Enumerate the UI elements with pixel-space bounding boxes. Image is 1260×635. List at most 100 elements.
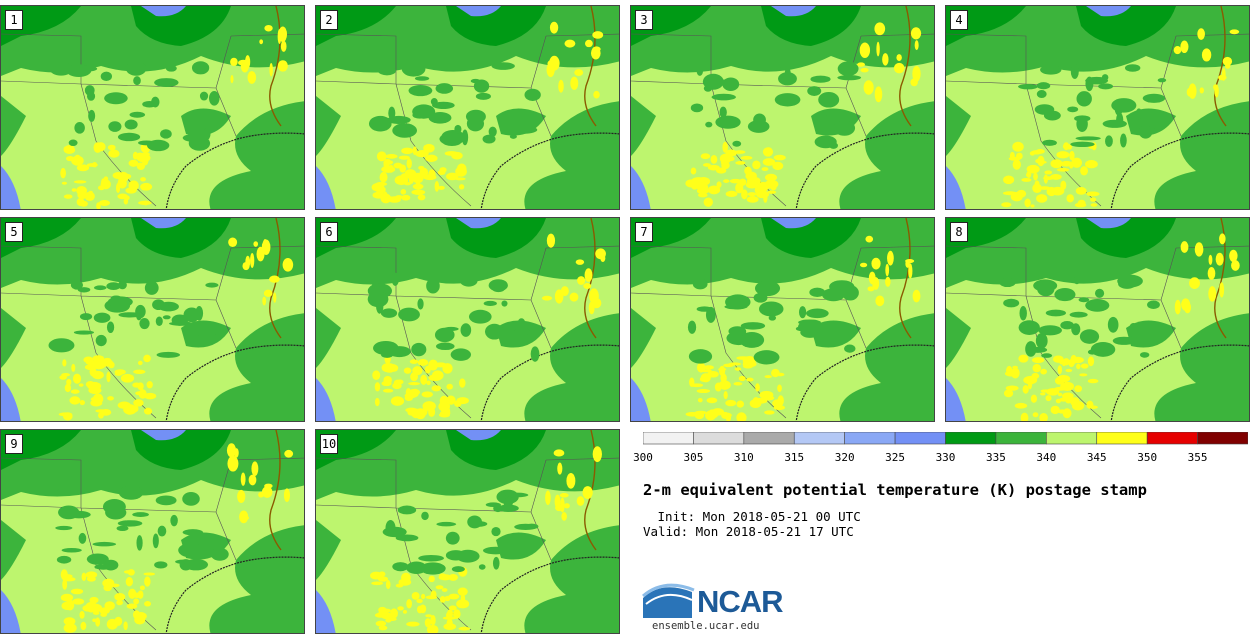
warm-patch — [710, 154, 718, 164]
warm-patch — [92, 355, 105, 362]
warm-patch — [770, 183, 777, 191]
warm-patch — [753, 397, 768, 404]
moist-patch — [799, 306, 807, 319]
warm-patch — [61, 181, 67, 185]
moist-patch — [1139, 352, 1150, 358]
cool-region — [631, 378, 651, 421]
state-border — [631, 245, 934, 419]
warm-patch — [101, 178, 106, 187]
moist-region — [209, 525, 304, 633]
ncar-swoosh-icon — [642, 583, 695, 618]
warm-patch — [1181, 298, 1191, 311]
moist-patch — [1107, 316, 1119, 333]
warm-patch — [1062, 408, 1072, 419]
member-number: 8 — [950, 222, 968, 242]
moist-patch — [102, 499, 126, 515]
warm-patch — [882, 53, 889, 66]
coastline — [480, 556, 619, 633]
warm-patch — [140, 177, 146, 182]
warm-patch — [89, 596, 99, 604]
warm-patch — [385, 154, 398, 159]
warm-patch — [283, 488, 291, 503]
moist-region — [631, 96, 656, 156]
moist-patch — [68, 139, 78, 147]
state-border — [1, 245, 304, 419]
warm-patch — [1021, 177, 1032, 182]
moist-patch — [1076, 91, 1092, 107]
moist-patch — [70, 280, 83, 290]
colorbar-segment — [844, 432, 896, 445]
moist-patch — [95, 334, 107, 347]
warm-patch — [589, 288, 599, 304]
warm-patch — [1087, 356, 1095, 367]
warm-patch — [896, 54, 902, 62]
state-border — [1, 33, 304, 207]
coastline — [165, 556, 304, 633]
warm-patch — [690, 383, 704, 388]
colorbar-segment — [894, 432, 946, 445]
moist-patch — [728, 326, 747, 337]
warm-patch — [72, 373, 82, 384]
warm-patch — [446, 172, 459, 181]
warm-patch — [417, 194, 426, 201]
warm-patch — [576, 496, 585, 506]
warm-patch — [557, 462, 563, 475]
moist-patch — [1073, 276, 1081, 285]
moist-patch — [48, 338, 75, 353]
warm-patch — [1208, 286, 1217, 302]
moist-patch — [1070, 141, 1095, 148]
member-map — [316, 218, 619, 421]
warm-patch — [736, 356, 750, 360]
moist-patch — [183, 307, 200, 323]
moist-patch — [49, 62, 73, 76]
warm-patch — [71, 363, 76, 372]
moist-patch — [434, 327, 455, 343]
warm-patch — [1061, 360, 1067, 367]
moist-patch — [135, 304, 146, 319]
moist-patch — [754, 280, 781, 297]
member-panel-2: 2 — [315, 5, 620, 210]
moist-region — [1, 520, 26, 580]
warm-patch — [546, 233, 556, 248]
warm-patch — [133, 598, 140, 605]
warm-patch — [1060, 180, 1067, 190]
moist-patch — [1067, 106, 1079, 113]
warm-patch — [426, 380, 431, 386]
member-map — [1, 430, 304, 633]
warm-patch — [269, 62, 273, 77]
colorbar-segment — [1096, 432, 1148, 445]
warm-patch — [563, 503, 570, 509]
warm-patch — [1055, 398, 1061, 404]
warm-patch — [394, 175, 409, 186]
warm-patch — [95, 617, 101, 627]
warm-patch — [1071, 157, 1083, 168]
warm-patch — [456, 599, 470, 609]
warm-patch — [1074, 385, 1083, 393]
colorbar-tick-label: 315 — [784, 451, 805, 464]
moist-patch — [732, 140, 742, 147]
warm-patch — [721, 411, 729, 419]
member-number: 5 — [5, 222, 23, 242]
warm-patch — [1010, 367, 1020, 379]
warm-patch — [446, 383, 453, 390]
warm-patch — [431, 385, 442, 392]
warm-patch — [116, 599, 124, 606]
moist-patch — [719, 106, 727, 118]
moist-patch — [1105, 135, 1113, 147]
moist-patch — [722, 77, 740, 91]
warm-patch — [376, 151, 387, 162]
warm-patch — [70, 389, 80, 394]
moist-patch — [117, 520, 143, 527]
warm-patch — [125, 187, 137, 194]
moist-patch — [435, 83, 454, 94]
colorbar-segment — [1146, 432, 1198, 445]
warm-patch — [1197, 28, 1205, 40]
warm-patch — [428, 359, 439, 371]
moist-region — [1154, 313, 1249, 421]
coastline — [480, 132, 619, 209]
moist-patch — [715, 115, 741, 129]
warm-patch — [859, 262, 868, 268]
warm-patch — [458, 184, 465, 190]
warm-patch — [1229, 249, 1238, 263]
moist-patch — [136, 535, 143, 551]
